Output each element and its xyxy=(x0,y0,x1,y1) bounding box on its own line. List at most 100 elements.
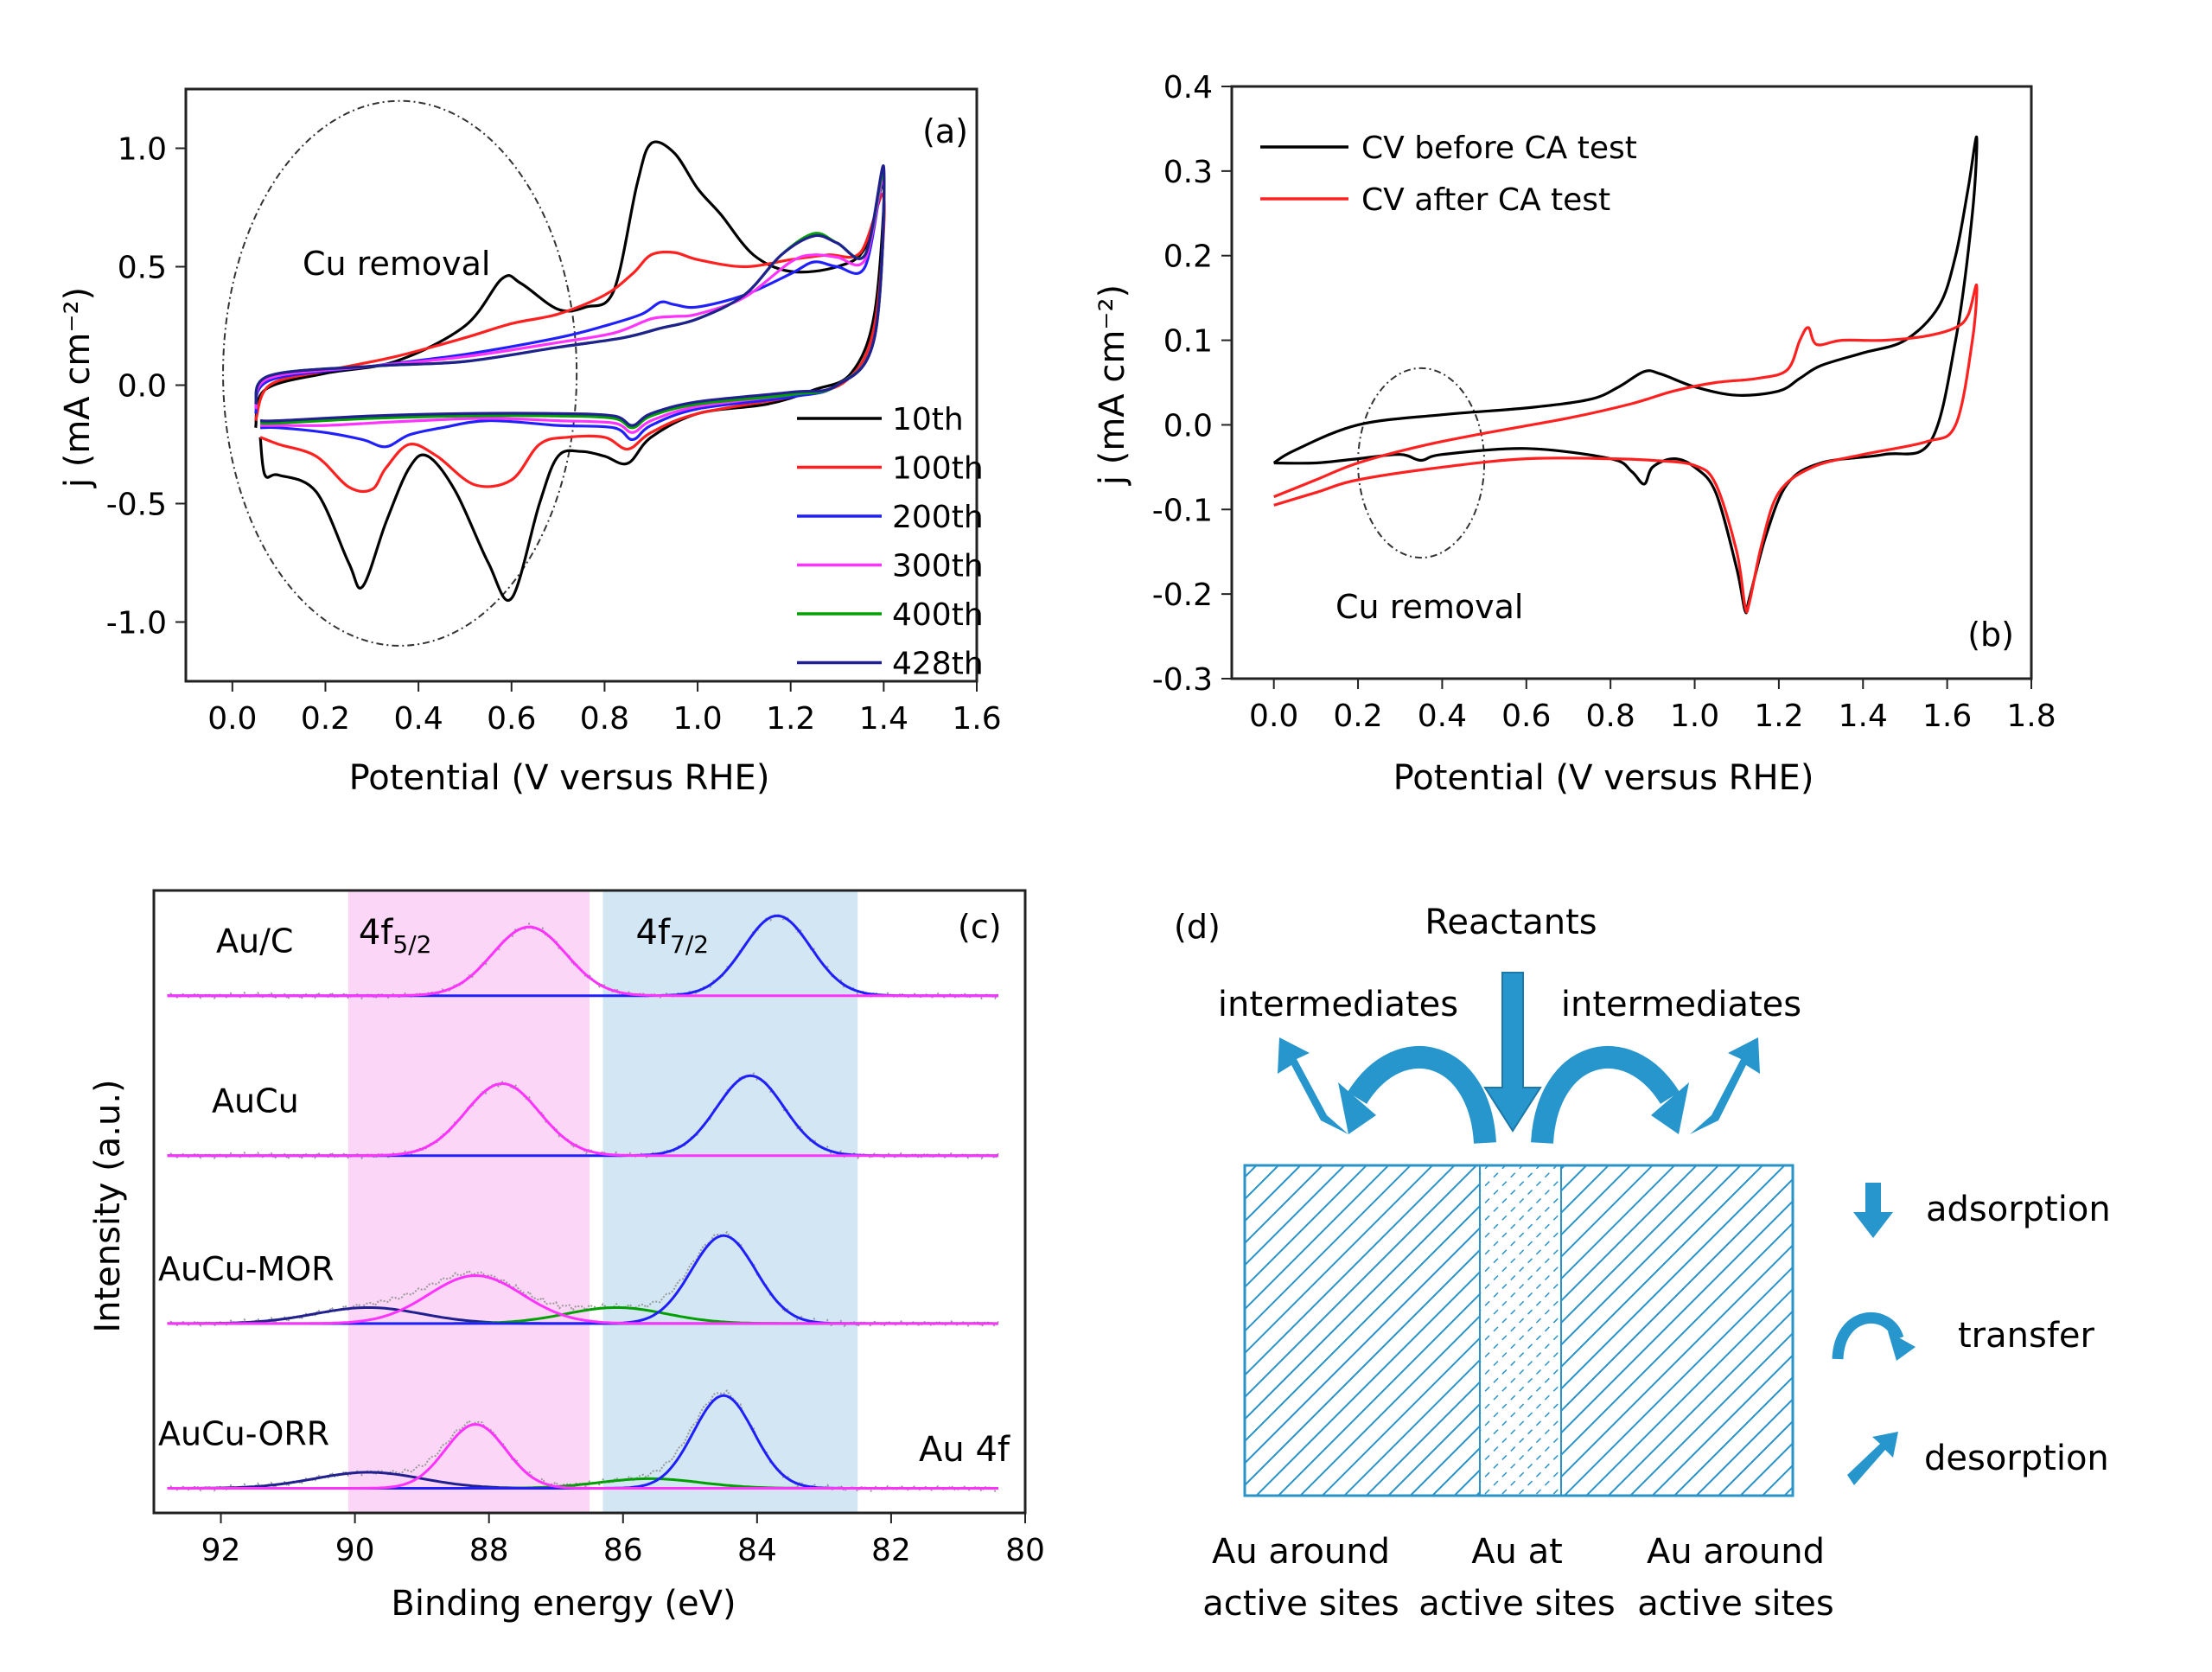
desorption-arrow-right-icon xyxy=(1690,1037,1760,1134)
cv-curve-400th xyxy=(254,169,886,430)
y-tick-label: 0.5 xyxy=(118,251,167,286)
au-at-active-sites-block xyxy=(1480,1165,1561,1496)
caption-right-line2: active sites xyxy=(1637,1584,1833,1624)
panel-c-ylabel: Intensity (a.u.) xyxy=(88,1079,128,1332)
legend-adsorption-label: adsorption xyxy=(1926,1190,2111,1229)
catalyst-outline xyxy=(1243,1164,1794,1497)
y-tick-label: 0.3 xyxy=(1163,155,1213,190)
panel-a-label: (a) xyxy=(922,112,968,150)
y-tick-label: -0.1 xyxy=(1152,493,1213,528)
x-tick-label: 1.2 xyxy=(766,701,815,737)
y-tick-label: 0.4 xyxy=(1163,70,1213,105)
legend-label: 10th xyxy=(892,402,964,437)
x-tick-label: 0.2 xyxy=(301,701,350,737)
cu-removal-ellipse xyxy=(222,99,578,647)
y-tick-label: 0.1 xyxy=(1163,324,1213,360)
panel-a-ylabel: j (mA cm⁻²) xyxy=(58,287,98,488)
x-tick-label: 0.6 xyxy=(1501,699,1551,734)
panel-c-frame xyxy=(152,889,1027,1515)
legend-adsorption-icon xyxy=(1853,1183,1893,1238)
x-tick-label: 0.4 xyxy=(1418,699,1467,734)
y-tick-label: 0.2 xyxy=(1163,239,1213,275)
x-tick-label: 0.8 xyxy=(1586,699,1635,734)
legend-label: CV before CA test xyxy=(1361,131,1637,166)
x-tick-label: 1.4 xyxy=(859,701,908,737)
x-tick-label: 86 xyxy=(603,1533,643,1568)
cu-removal-ellipse xyxy=(1357,367,1486,559)
desorption-arrow-left-icon xyxy=(1278,1037,1348,1134)
x-tick-label: 84 xyxy=(737,1533,777,1568)
transfer-arrow-left-icon xyxy=(1338,1045,1496,1145)
x-tick-label: 80 xyxy=(1005,1533,1045,1568)
xps-raw-envelope xyxy=(167,1230,999,1328)
panel-d-label: (d) xyxy=(1174,908,1221,946)
panel-b-xlabel: Potential (V versus RHE) xyxy=(1393,758,1814,798)
x-tick-label: 92 xyxy=(201,1533,241,1568)
panel-a-frame xyxy=(184,87,979,683)
x-tick-label: 0.0 xyxy=(207,701,257,737)
panel-a-chart: 0.0 0.2 0.4 0.6 0.8 1.0 1.2 1.4 1.6 1.0 0.5 0.0 -0.5… xyxy=(58,87,1002,798)
cv-curve-cv-after-ca-test xyxy=(1273,284,1979,614)
caption-right-line1: Au around xyxy=(1647,1532,1825,1572)
legend-desorption-icon xyxy=(1847,1432,1898,1485)
y-tick-label: -0.2 xyxy=(1152,578,1213,613)
au-around-right-block xyxy=(1561,1165,1793,1496)
sample-label: AuCu-MOR xyxy=(158,1250,335,1288)
au-around-left-block xyxy=(1245,1165,1480,1496)
panel-b-ylabel: j (mA cm⁻²) xyxy=(1093,284,1132,486)
xps-fit-pink xyxy=(167,1422,998,1490)
panel-b-label: (b) xyxy=(1967,616,2014,654)
legend-desorption-label: desorption xyxy=(1924,1439,2109,1478)
intermediates-right-label: intermediates xyxy=(1561,985,1801,1024)
x-tick-label: 1.6 xyxy=(1922,699,1972,734)
x-tick-label: 1.4 xyxy=(1839,699,1888,734)
caption-left-line1: Au around xyxy=(1212,1532,1390,1572)
band-label: 4f7/2 xyxy=(636,913,710,959)
panel-b-chart: 0.0 0.2 0.4 0.6 0.8 1.0 1.2 1.4 1.6 1.8 0.4 0.3 0.2 0… xyxy=(1093,70,2056,798)
y-tick-label: -0.3 xyxy=(1152,662,1213,698)
legend-label: 100th xyxy=(892,451,984,487)
panel-d-diagram: (d) Reactants intermediates intermediate… xyxy=(1174,903,2111,1624)
legend-label: 200th xyxy=(892,500,984,535)
x-tick-label: 1.6 xyxy=(952,701,1001,737)
sample-label: AuCu xyxy=(212,1082,299,1120)
cv-curve-428th xyxy=(254,164,886,427)
caption-middle-line2: active sites xyxy=(1418,1584,1615,1624)
panel-a-xlabel: Potential (V versus RHE) xyxy=(349,758,770,798)
caption-left-line2: active sites xyxy=(1202,1584,1399,1624)
caption-middle-line1: Au at xyxy=(1471,1532,1563,1572)
legend-transfer-label: transfer xyxy=(1958,1316,2095,1356)
panel-c-xlabel: Binding energy (eV) xyxy=(391,1584,736,1624)
panel-a-annotation: Cu removal xyxy=(303,245,490,283)
x-tick-label: 90 xyxy=(335,1533,375,1568)
sample-label: AuCu-ORR xyxy=(158,1415,329,1453)
band-4f7-2 xyxy=(602,890,858,1513)
legend-label: 400th xyxy=(892,597,984,633)
x-tick-label: 1.8 xyxy=(2006,699,2056,734)
x-tick-label: 82 xyxy=(871,1533,911,1568)
xps-fit-pink xyxy=(167,925,998,998)
legend-label: 428th xyxy=(892,647,984,682)
legend-label: CV after CA test xyxy=(1361,182,1610,218)
adsorption-arrow-icon xyxy=(1483,972,1542,1133)
xps-fit-pink xyxy=(167,1273,998,1325)
legend-label: 300th xyxy=(892,549,984,584)
x-tick-label: 0.4 xyxy=(393,701,443,737)
cv-curve-cv-before-ca-test xyxy=(1272,136,1979,615)
x-tick-label: 1.2 xyxy=(1754,699,1803,734)
panel-c-label: (c) xyxy=(958,908,1002,946)
x-tick-label: 0.6 xyxy=(487,701,536,737)
y-tick-label: 0.0 xyxy=(118,369,167,405)
panel-b-annotation: Cu removal xyxy=(1335,588,1523,626)
reactants-label: Reactants xyxy=(1425,903,1597,942)
intermediates-left-label: intermediates xyxy=(1218,985,1458,1024)
x-tick-label: 0.8 xyxy=(580,701,629,737)
y-tick-label: 0.0 xyxy=(1163,408,1213,444)
panel-c-corner-label: Au 4f xyxy=(919,1430,1010,1470)
xps-fit-pink xyxy=(167,1082,998,1158)
x-tick-label: 88 xyxy=(469,1533,509,1568)
x-tick-label: 0.0 xyxy=(1249,699,1298,734)
band-label: 4f5/2 xyxy=(359,913,432,959)
transfer-arrow-right-icon xyxy=(1531,1045,1689,1145)
